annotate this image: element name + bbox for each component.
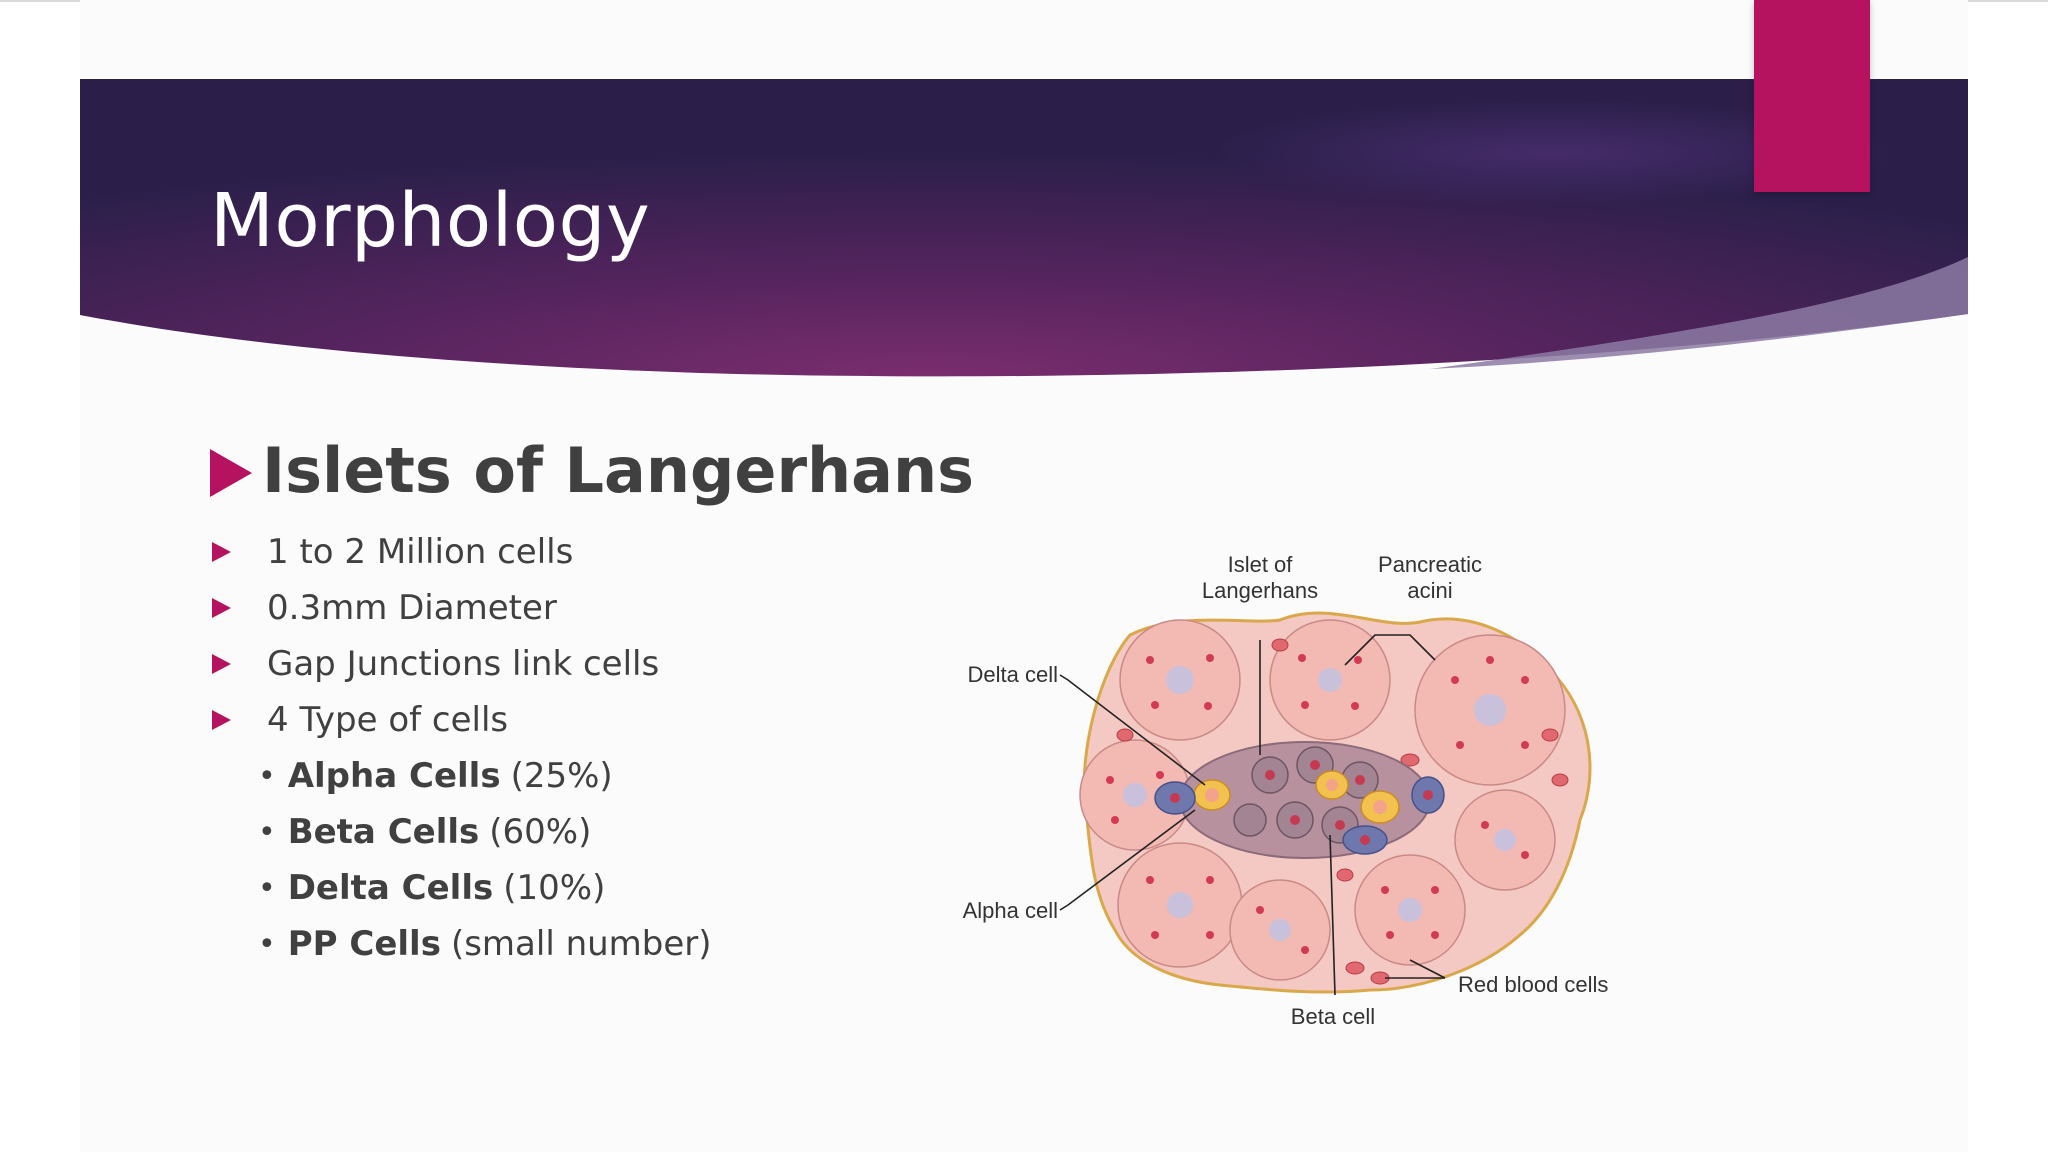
list-item: • Alpha Cells (25%): [258, 748, 712, 804]
label-islet-line2: Langerhans: [1202, 578, 1318, 603]
list-item: 4 Type of cells: [212, 692, 659, 748]
slide-title: Morphology: [210, 178, 651, 264]
list-item: • Delta Cells (10%): [258, 860, 712, 916]
cell-type-name: Delta Cells: [287, 868, 494, 908]
leader-lines: [1059, 634, 1446, 996]
cell-type-list: • Alpha Cells (25%) • Beta Cells (60%) • Delt…: [258, 748, 712, 972]
label-acini-line1: Pancreatic: [1378, 552, 1482, 577]
acini-nuclei: [1106, 654, 1529, 954]
cell-type-name: Alpha Cells: [287, 756, 501, 796]
triangle-bullet-icon: [212, 542, 231, 562]
delta-nuclei: [1170, 790, 1433, 845]
bullet-list: 1 to 2 Million cells 0.3mm Diameter Gap …: [212, 524, 659, 748]
accent-tab: [1754, 0, 1870, 192]
cell-type-name: Beta Cells: [287, 812, 480, 852]
dot-bullet-icon: •: [258, 926, 276, 962]
label-alpha-cell: Alpha cell: [963, 898, 1058, 923]
section-heading-text: Islets of Langerhans: [262, 434, 975, 507]
dot-bullet-icon: •: [258, 870, 276, 906]
list-item: • Beta Cells (60%): [258, 804, 712, 860]
bullet-text: Gap Junctions link cells: [267, 644, 660, 684]
triangle-bullet-icon: [212, 654, 231, 674]
bullet-text: 0.3mm Diameter: [267, 588, 557, 628]
label-delta-cell: Delta cell: [968, 662, 1058, 687]
list-item: 0.3mm Diameter: [212, 580, 659, 636]
cell-type-detail: (25%): [510, 756, 613, 796]
beta-nuclei: [1265, 760, 1365, 830]
alpha-nuclei: [1205, 779, 1387, 814]
title-banner: [80, 79, 1968, 382]
cell-type-detail: (10%): [503, 868, 606, 908]
cell-type-name: PP Cells: [287, 924, 441, 964]
label-acini-line2: acini: [1407, 578, 1452, 603]
dot-bullet-icon: •: [258, 814, 276, 850]
list-item: Gap Junctions link cells: [212, 636, 659, 692]
triangle-bullet-icon: [212, 598, 231, 618]
islet-diagram: Islet of Langerhans Pancreatic acini Del…: [950, 540, 1630, 1040]
bullet-text: 4 Type of cells: [267, 700, 509, 740]
label-beta-cell: Beta cell: [1291, 1004, 1375, 1029]
cell-type-detail: (60%): [489, 812, 592, 852]
label-red-blood-cells: Red blood cells: [1458, 972, 1608, 997]
acini-lumens: [1123, 666, 1516, 941]
bullet-text: 1 to 2 Million cells: [267, 532, 574, 572]
dot-bullet-icon: •: [258, 758, 276, 794]
list-item: • PP Cells (small number): [258, 916, 712, 972]
label-islet-line1: Islet of: [1228, 552, 1294, 577]
section-heading: Islets of Langerhans: [210, 434, 974, 507]
cell-type-detail: (small number): [450, 924, 712, 964]
triangle-bullet-icon: [210, 448, 252, 497]
triangle-bullet-icon: [212, 710, 231, 730]
list-item: 1 to 2 Million cells: [212, 524, 659, 580]
